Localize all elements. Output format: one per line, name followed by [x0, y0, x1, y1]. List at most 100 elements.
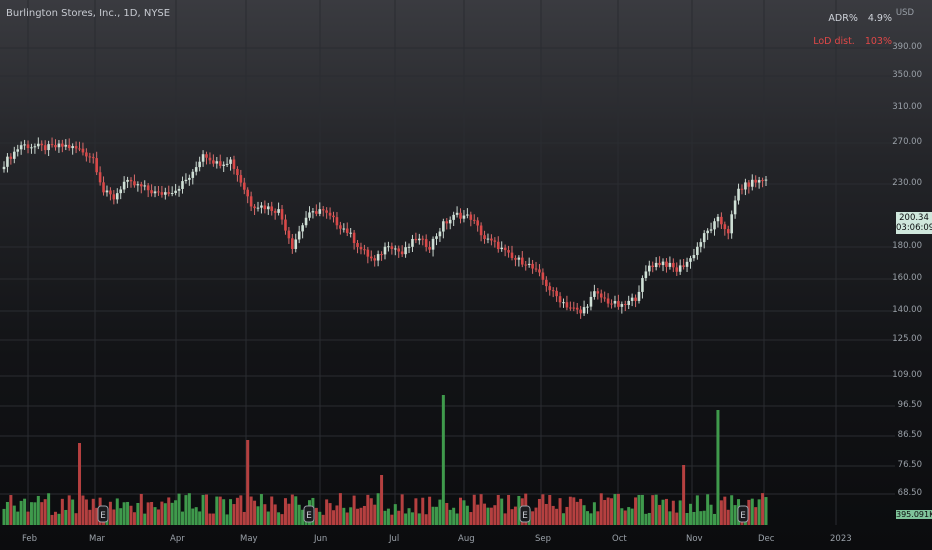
- candle-down: [284, 219, 287, 231]
- volume-bar-down: [95, 507, 99, 525]
- candle-down: [78, 148, 81, 150]
- candle-up: [376, 254, 380, 261]
- volume-bar-down: [332, 510, 336, 525]
- candle-down: [599, 293, 603, 298]
- volume-bar-up: [654, 494, 658, 525]
- volume-bar-down: [555, 508, 559, 525]
- candle-up: [527, 263, 531, 265]
- x-tick-label: Jul: [389, 534, 400, 544]
- last-volume-label: 395.091K: [896, 510, 932, 519]
- volume-bar-down: [390, 514, 394, 525]
- volume-bar-up: [256, 506, 260, 525]
- volume-bar-up: [706, 494, 710, 525]
- volume-bar-up: [713, 513, 717, 525]
- candle-down: [541, 272, 545, 280]
- volume-bar-up: [589, 513, 593, 525]
- candle-up: [349, 232, 352, 234]
- x-tick-label: Feb: [22, 534, 38, 544]
- volume-bar-down: [579, 498, 583, 525]
- candle-up: [442, 221, 445, 232]
- volume-bar-down: [634, 497, 638, 525]
- volume-bar-down: [84, 499, 88, 525]
- candle-down: [85, 152, 88, 157]
- volume-bar-down: [459, 497, 463, 525]
- volume-bar-up: [431, 506, 435, 525]
- volume-bar-down: [345, 512, 349, 525]
- volume-bar-up: [688, 503, 692, 525]
- candle-up: [229, 159, 232, 164]
- volume-bar-down: [366, 494, 370, 525]
- volume-bar-up: [695, 495, 699, 525]
- candle-up: [342, 228, 346, 230]
- candle-up: [448, 219, 452, 224]
- candle-down: [520, 257, 524, 265]
- candle-down: [424, 239, 428, 247]
- volume-bar-down: [67, 495, 71, 525]
- volume-bar-down: [359, 507, 363, 525]
- volume-bar-down: [132, 512, 136, 525]
- candle-up: [696, 246, 699, 256]
- y-tick-label: 96.50: [897, 400, 922, 410]
- candle-up: [30, 147, 33, 149]
- volume-bar-up: [215, 496, 219, 525]
- candle-up: [661, 261, 665, 266]
- volume-bar-up: [500, 498, 504, 525]
- candle-down: [167, 192, 171, 194]
- volume-bar-up: [33, 502, 37, 525]
- candle-down: [493, 240, 497, 242]
- volume-bar-up: [702, 510, 706, 525]
- volume-bar-down: [575, 501, 579, 525]
- earnings-marker-letter: E: [100, 511, 106, 521]
- candle-down: [507, 250, 510, 253]
- volume-bar-down: [761, 493, 765, 525]
- volume-bar-down: [53, 511, 57, 525]
- candle-up: [57, 143, 61, 148]
- candle-down: [503, 247, 507, 251]
- y-tick-label: 230.00: [892, 178, 922, 188]
- volume-bar-up: [194, 507, 198, 525]
- candle-up: [2, 166, 6, 170]
- volume-bar-down: [205, 494, 209, 525]
- candle-down: [545, 279, 548, 287]
- volume-bar-down: [380, 475, 384, 525]
- candle-down: [459, 212, 462, 219]
- volume-bar-down: [510, 509, 514, 525]
- candle-down: [339, 225, 342, 229]
- volume-bar-up: [764, 497, 768, 525]
- volume-bar-down: [9, 495, 13, 525]
- candle-down: [565, 302, 569, 308]
- volume-bar-down: [537, 498, 541, 525]
- volume-bar-up: [115, 498, 119, 525]
- volume-bar-up: [126, 501, 130, 525]
- candle-down: [232, 159, 236, 169]
- candle-up: [12, 151, 16, 159]
- earnings-marker-letter: E: [306, 511, 312, 521]
- volume-bar-up: [441, 395, 445, 525]
- candle-up: [418, 238, 421, 241]
- volume-bar-up: [699, 511, 703, 525]
- volume-bar-down: [651, 495, 655, 525]
- candle-down: [95, 158, 98, 173]
- x-tick-label: Aug: [458, 534, 475, 544]
- volume-bar-down: [675, 512, 679, 525]
- candle-down: [373, 258, 377, 261]
- x-tick-label: Sep: [535, 534, 552, 544]
- volume-bar-down: [428, 496, 432, 525]
- volume-bar-down: [314, 507, 318, 525]
- volume-bar-down: [671, 500, 675, 525]
- candle-up: [627, 300, 631, 306]
- candle-up: [435, 236, 438, 239]
- volume-bar-up: [486, 507, 490, 525]
- candle-up: [387, 246, 390, 248]
- candle-down: [469, 214, 473, 220]
- candle-down: [421, 238, 425, 240]
- volume-bar-up: [678, 500, 682, 525]
- candle-up: [486, 238, 490, 240]
- volume-bar-down: [719, 500, 723, 525]
- volume-bar-up: [692, 511, 696, 525]
- candle-up: [188, 177, 191, 180]
- volume-bar-down: [397, 510, 401, 525]
- candle-down: [150, 190, 153, 194]
- volume-bar-down: [754, 507, 758, 525]
